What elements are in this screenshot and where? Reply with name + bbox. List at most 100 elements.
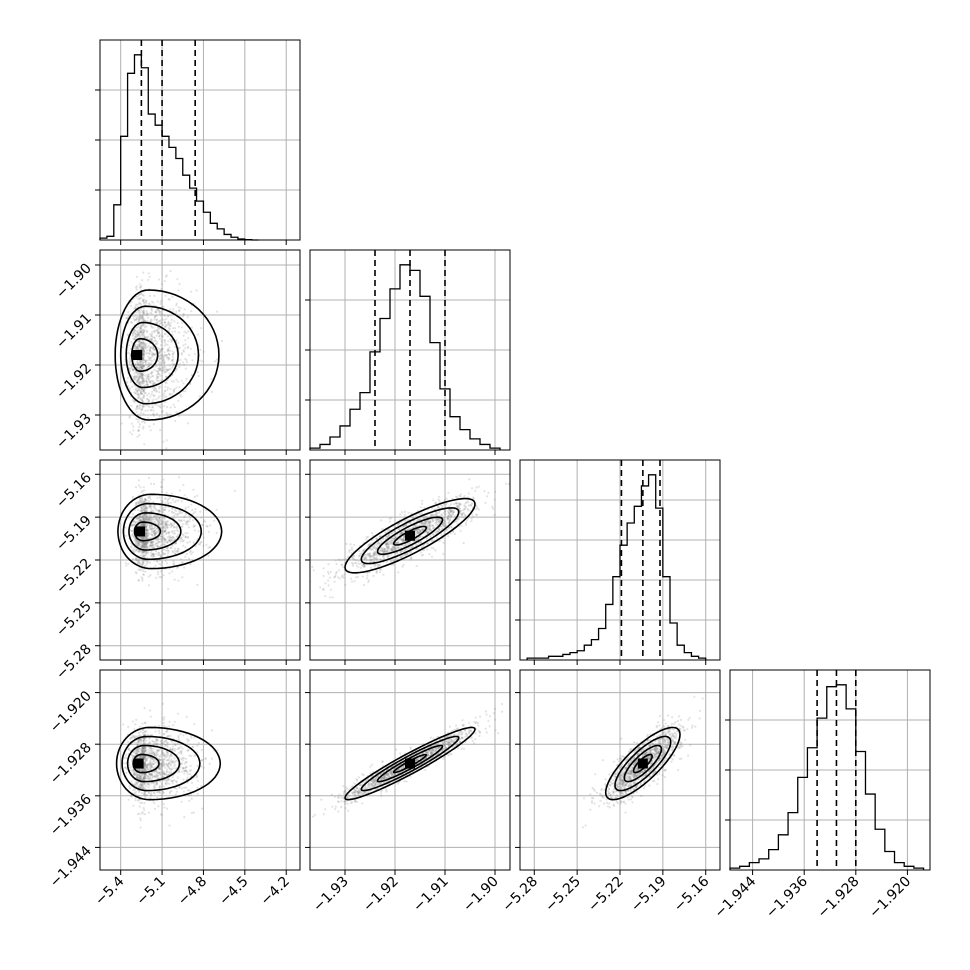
sample-point <box>155 314 158 317</box>
sample-point <box>445 528 448 532</box>
sample-point <box>143 536 146 539</box>
sample-point <box>333 580 336 583</box>
sample-point <box>140 364 144 367</box>
sample-point <box>151 534 154 537</box>
sample-point <box>168 372 171 375</box>
sample-point <box>158 391 161 394</box>
sample-point <box>140 749 143 752</box>
sample-point <box>455 504 458 508</box>
sample-point <box>454 502 458 505</box>
sample-point <box>150 541 154 544</box>
sample-point <box>142 349 146 352</box>
sample-point <box>159 363 162 366</box>
sample-point <box>382 550 385 553</box>
sample-point <box>393 549 396 552</box>
sample-point <box>135 502 138 505</box>
sample-point <box>142 546 145 549</box>
sample-point <box>159 743 162 746</box>
sample-point <box>138 328 142 331</box>
sample-point <box>158 559 162 562</box>
sample-point <box>143 380 146 383</box>
sample-point <box>448 520 451 524</box>
contour-level <box>344 497 476 574</box>
sample-point <box>486 495 489 498</box>
sample-point <box>159 403 162 406</box>
sample-point <box>429 520 432 523</box>
sample-point <box>141 324 144 327</box>
sample-point <box>142 505 145 508</box>
sample-point <box>143 507 146 510</box>
sample-point <box>139 383 142 386</box>
sample-point <box>420 546 423 549</box>
sample-point <box>138 516 142 519</box>
sample-point <box>476 507 479 510</box>
sample-point <box>141 347 144 350</box>
sample-point <box>386 543 389 546</box>
sample-point <box>149 356 153 359</box>
sample-point <box>130 737 133 740</box>
sample-point <box>376 563 379 566</box>
sample-point <box>142 351 145 354</box>
sample-point <box>135 520 138 524</box>
sample-point <box>177 530 180 533</box>
sample-point <box>134 305 137 308</box>
sample-point <box>145 536 148 539</box>
sample-point <box>140 499 143 502</box>
sample-point <box>163 517 166 521</box>
sample-point <box>143 790 146 794</box>
sample-point <box>334 572 338 575</box>
sample-point <box>174 550 177 553</box>
sample-point <box>154 532 158 535</box>
sample-point <box>143 730 146 734</box>
sample-point <box>147 377 150 380</box>
sample-point <box>163 530 166 533</box>
sample-point <box>148 517 151 520</box>
sample-point <box>158 387 161 390</box>
sample-point <box>145 546 148 550</box>
sample-point <box>141 333 144 336</box>
sample-point <box>150 773 154 776</box>
sample-point <box>137 740 140 743</box>
sample-point <box>190 326 193 329</box>
sample-point <box>143 509 146 512</box>
sample-point <box>142 552 145 555</box>
sample-point <box>141 316 144 319</box>
sample-point <box>144 344 147 348</box>
sample-point <box>160 369 163 372</box>
sample-point <box>135 387 138 390</box>
sample-point <box>372 552 375 555</box>
sample-point <box>143 336 146 339</box>
sample-point <box>173 757 176 760</box>
sample-point <box>374 548 378 551</box>
sample-point <box>161 521 165 524</box>
sample-point <box>365 556 368 559</box>
sample-point <box>142 570 145 573</box>
sample-point <box>182 544 185 547</box>
sample-point <box>410 546 413 549</box>
sample-point <box>127 385 130 388</box>
sample-point <box>140 377 144 380</box>
sample-point <box>144 525 148 529</box>
sample-point <box>140 506 143 509</box>
sample-point <box>363 566 366 569</box>
sample-point <box>137 364 140 367</box>
sample-point <box>144 383 148 386</box>
sample-point <box>161 347 164 350</box>
sample-point <box>162 772 165 775</box>
sample-point <box>459 503 462 506</box>
sample-point <box>133 736 136 740</box>
sample-point <box>492 507 495 510</box>
sample-point <box>464 505 467 508</box>
sample-point <box>149 482 153 485</box>
sample-point <box>136 330 139 333</box>
sample-point <box>141 568 144 571</box>
sample-point <box>432 519 435 522</box>
sample-point <box>180 326 183 329</box>
sample-point <box>428 553 431 556</box>
sample-point <box>190 503 193 506</box>
sample-point <box>163 552 166 555</box>
sample-point <box>160 508 163 511</box>
sample-point <box>184 766 187 770</box>
sample-point <box>132 332 135 335</box>
panel-frame <box>309 249 511 451</box>
